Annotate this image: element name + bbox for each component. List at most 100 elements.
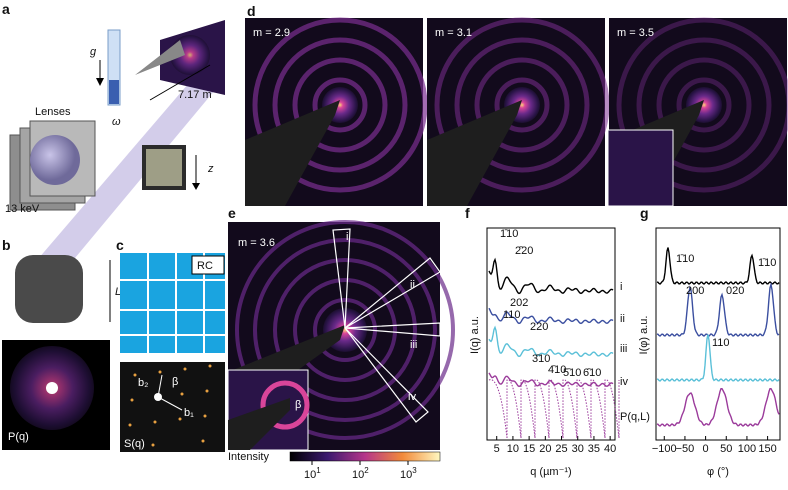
peak-label: 110	[712, 337, 730, 349]
lenses-label: Lenses	[35, 106, 71, 118]
x-tick-label: 150	[758, 443, 776, 455]
intensity-curve	[656, 388, 780, 427]
curve-label: i	[620, 281, 622, 293]
ring	[616, 17, 788, 193]
sector-label: iii	[410, 339, 417, 351]
peak-label: 2̄20	[515, 245, 533, 257]
x-tick-label: 50	[720, 443, 732, 455]
peak-label: 1̄10	[758, 257, 776, 269]
panel-f: f I(q) a.u. q (µm⁻¹) 5 10 15 20 25 30 35 40 1̄10…	[465, 205, 650, 478]
peak-label: 1̄10	[676, 253, 694, 265]
image-title: m = 2.9	[253, 27, 290, 39]
x-tick-label: 20	[539, 443, 551, 455]
intensity-curve	[656, 247, 780, 285]
x-tick-label: −100	[652, 443, 677, 455]
curve-label: ii	[620, 313, 625, 325]
intensity-curve	[488, 307, 614, 325]
image-title: m = 3.1	[435, 27, 472, 39]
vector-label: b₁	[184, 407, 194, 419]
tick-base: 10	[304, 469, 316, 481]
panel-a: a Lenses 13 keV g 7.17 m ω z	[2, 1, 225, 300]
panel-label: g	[640, 205, 649, 221]
peak-label: 1̄10	[500, 228, 518, 240]
panel-label: d	[247, 3, 256, 19]
tick-base: 10	[400, 469, 412, 481]
ring	[636, 37, 772, 173]
tick-base: 10	[352, 469, 364, 481]
ring	[272, 37, 408, 173]
peak-label: 4̄10	[548, 364, 566, 376]
colorbar-tick-label: 103	[400, 466, 417, 481]
x-tick-label: 40	[604, 443, 616, 455]
ring	[656, 57, 752, 153]
beamstop	[245, 100, 340, 206]
ring	[494, 77, 550, 133]
colorbar-tick-label: 102	[352, 466, 369, 481]
panel-label: b	[2, 237, 11, 253]
peak-label: 200	[686, 285, 704, 297]
peak-label: 5̄10	[563, 367, 581, 379]
peak-label: 3̄10	[532, 353, 550, 365]
ring	[434, 17, 610, 193]
intensity-curve	[488, 257, 614, 295]
sector-label: ii	[410, 279, 415, 291]
gravity-label: g	[90, 46, 97, 58]
panel-label: a	[2, 1, 10, 17]
peak-label: 110	[503, 309, 521, 321]
panel-b: b L P(q)	[2, 237, 121, 450]
x-axis-label: φ (°)	[707, 466, 729, 478]
sector-label: i	[346, 231, 348, 243]
vector-label: b₂	[138, 377, 148, 389]
x-axis-label: q (µm⁻¹)	[530, 466, 571, 478]
panel-d: d m = 2.9 m = 3.1 m = 3.5	[245, 3, 788, 207]
colorbar-label: Intensity	[228, 451, 269, 463]
curve-label: iv	[620, 376, 628, 388]
ring	[312, 77, 368, 133]
peak-label: 6̄10	[583, 367, 601, 379]
x-tick-label: 100	[738, 443, 756, 455]
x-tick-label: 5	[494, 443, 500, 455]
distance-label: 7.17 m	[178, 89, 212, 101]
ring	[474, 57, 570, 153]
panel-c: c RC b₂ b₁ β S(q)	[116, 237, 225, 452]
panel-label: f	[465, 205, 470, 221]
x-tick-label: −50	[676, 443, 695, 455]
inset	[607, 129, 674, 207]
tick-exp: 3	[412, 466, 417, 475]
curve-label: iii	[620, 343, 627, 355]
intensity-curve	[488, 325, 614, 358]
ring	[676, 77, 732, 133]
ring	[252, 17, 428, 193]
x-tick-label: 15	[523, 443, 535, 455]
x-tick-label: 35	[588, 443, 600, 455]
peak-label: 220	[530, 321, 548, 333]
form-factor-curve	[488, 379, 620, 439]
tick-exp: 2	[364, 466, 369, 475]
intensity-curve	[656, 281, 780, 337]
curve-label: P(q,L)	[620, 411, 650, 423]
y-axis-label: I(q) a.u.	[469, 316, 481, 354]
pattern-label: P(q)	[8, 431, 29, 443]
image-title: m = 3.6	[238, 237, 275, 249]
intensity-curve	[488, 372, 614, 388]
ring	[454, 37, 590, 173]
z-label: z	[207, 163, 214, 175]
x-tick-label: 10	[507, 443, 519, 455]
peak-label: 202	[510, 297, 528, 309]
size-label: L	[115, 286, 121, 298]
x-tick-label: 25	[555, 443, 567, 455]
peak-label: 020	[726, 285, 744, 297]
ring	[292, 57, 388, 153]
tick-exp: 1	[316, 466, 321, 475]
energy-label: 13 keV	[5, 203, 40, 215]
lattice-label: RC	[197, 260, 213, 272]
beamstop	[427, 100, 522, 206]
sector-label: iv	[408, 391, 416, 403]
intensity-curve	[656, 334, 780, 382]
angle-label: β	[295, 399, 301, 411]
panel-label: e	[228, 205, 236, 221]
angle-label: β	[172, 376, 178, 388]
x-tick-label: 30	[572, 443, 584, 455]
y-axis-label: I(φ) a.u.	[638, 316, 650, 355]
